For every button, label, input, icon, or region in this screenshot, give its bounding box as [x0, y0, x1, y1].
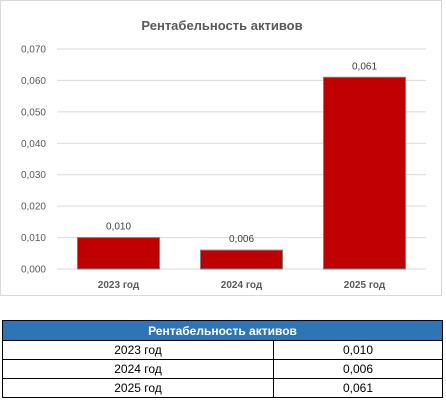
x-axis-categories: 2023 год 2024 год 2025 год [98, 280, 386, 291]
chart-title: Рентабельность активов [141, 18, 302, 33]
chart-container: Рентабельность активов 0,000 0,010 0,020 0,… [0, 0, 442, 296]
row-label: 2023 год [2, 340, 274, 360]
table-row: 2025 год 0,061 [2, 378, 443, 398]
y-tick-label: 0,000 [21, 265, 46, 276]
data-label: 0,006 [229, 234, 254, 245]
row-label: 2025 год [2, 378, 274, 398]
y-tick-label: 0,010 [21, 233, 46, 244]
x-category-label: 2024 год [221, 280, 263, 291]
data-label: 0,010 [106, 222, 131, 233]
y-tick-label: 0,050 [21, 107, 46, 118]
table-header-row: Рентабельность активов [2, 320, 443, 341]
x-category-label: 2023 год [98, 280, 140, 291]
row-value: 0,061 [273, 378, 443, 398]
row-value: 0,010 [273, 340, 443, 360]
y-tick-label: 0,020 [21, 202, 46, 213]
bar [323, 76, 406, 270]
row-label: 2024 год [2, 359, 274, 379]
table-header: Рентабельность активов [2, 320, 443, 341]
bar [200, 249, 283, 270]
y-tick-label: 0,060 [21, 76, 46, 87]
x-category-label: 2025 год [344, 280, 386, 291]
y-tick-label: 0,070 [21, 45, 46, 56]
y-axis-ticks: 0,000 0,010 0,020 0,030 0,040 0,050 0,060 0,070 [21, 45, 46, 276]
row-value: 0,006 [273, 359, 443, 379]
y-tick-label: 0,030 [21, 170, 46, 181]
data-labels: 0,010 0,006 0,061 [106, 61, 377, 245]
bar [77, 237, 160, 270]
table-row: 2024 год 0,006 [2, 359, 443, 379]
data-table: Рентабельность активов 2023 год 0,010 20… [2, 320, 443, 398]
y-tick-label: 0,040 [21, 139, 46, 150]
table-row: 2023 год 0,010 [2, 340, 443, 360]
data-label: 0,061 [352, 61, 377, 72]
bars [77, 76, 406, 270]
bar-chart: Рентабельность активов 0,0000,0100,0200,… [21, 18, 426, 291]
